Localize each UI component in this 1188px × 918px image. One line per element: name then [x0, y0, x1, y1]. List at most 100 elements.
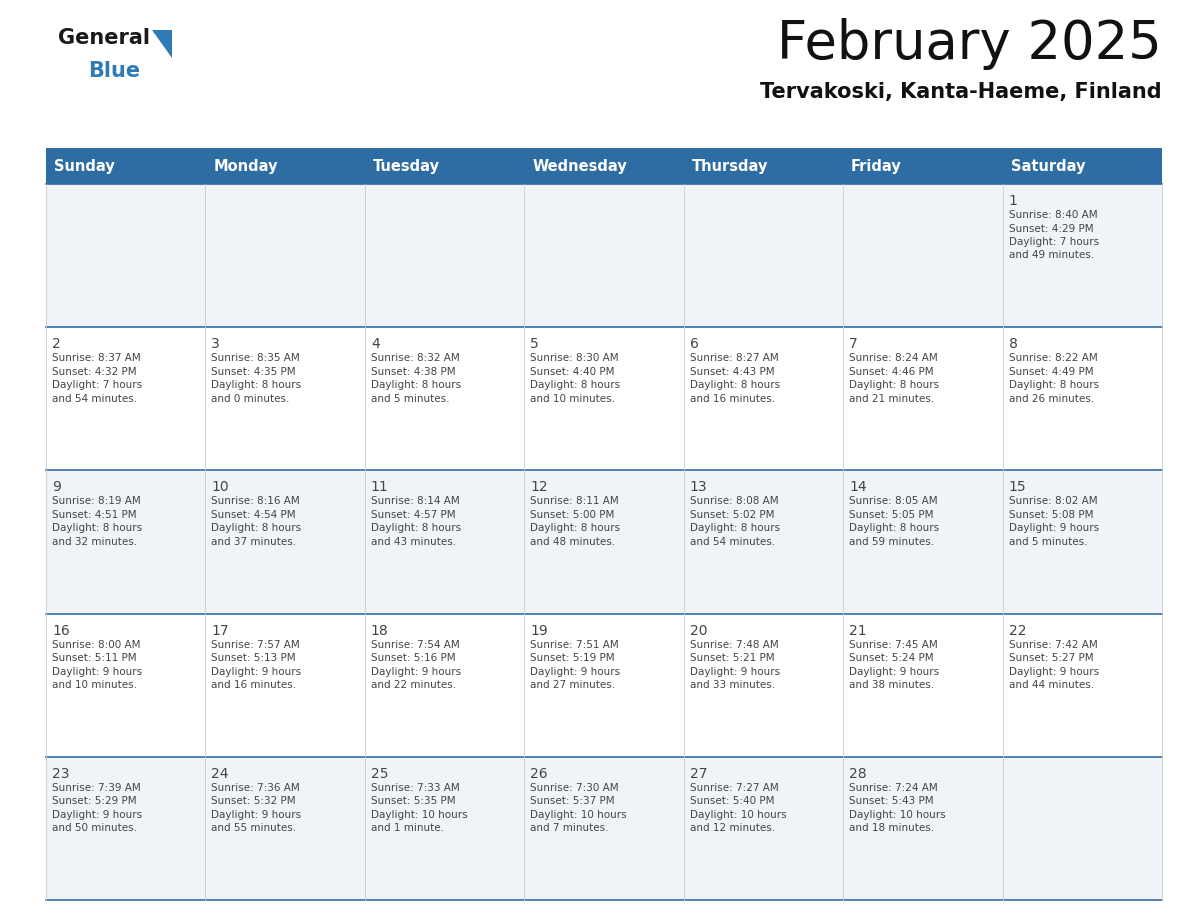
- Bar: [365, 148, 524, 184]
- Text: 6: 6: [690, 337, 699, 352]
- Text: 27: 27: [690, 767, 707, 781]
- Text: 20: 20: [690, 623, 707, 638]
- Text: Sunset: 5:43 PM: Sunset: 5:43 PM: [849, 796, 934, 806]
- Bar: [46, 327, 1162, 470]
- Text: 1: 1: [1009, 194, 1017, 208]
- Text: Sunrise: 8:37 AM: Sunrise: 8:37 AM: [52, 353, 140, 364]
- Text: Daylight: 9 hours: Daylight: 9 hours: [211, 666, 302, 677]
- Text: and 44 minutes.: and 44 minutes.: [1009, 680, 1094, 690]
- Text: Sunrise: 7:27 AM: Sunrise: 7:27 AM: [690, 783, 778, 793]
- Text: Daylight: 8 hours: Daylight: 8 hours: [690, 380, 779, 390]
- Text: Sunrise: 7:48 AM: Sunrise: 7:48 AM: [690, 640, 778, 650]
- Text: 3: 3: [211, 337, 220, 352]
- Text: Daylight: 9 hours: Daylight: 9 hours: [52, 810, 143, 820]
- Text: Sunset: 5:11 PM: Sunset: 5:11 PM: [52, 653, 137, 663]
- Text: Sunset: 5:21 PM: Sunset: 5:21 PM: [690, 653, 775, 663]
- Bar: [206, 148, 365, 184]
- Text: Blue: Blue: [88, 61, 140, 81]
- Text: Daylight: 8 hours: Daylight: 8 hours: [849, 523, 940, 533]
- Text: Daylight: 9 hours: Daylight: 9 hours: [211, 810, 302, 820]
- Text: and 49 minutes.: and 49 minutes.: [1009, 251, 1094, 261]
- Bar: [46, 756, 1162, 900]
- Text: Monday: Monday: [214, 159, 278, 174]
- Text: Sunrise: 8:11 AM: Sunrise: 8:11 AM: [530, 497, 619, 507]
- Text: Daylight: 9 hours: Daylight: 9 hours: [52, 666, 143, 677]
- Text: Sunset: 5:35 PM: Sunset: 5:35 PM: [371, 796, 455, 806]
- Text: Sunrise: 8:35 AM: Sunrise: 8:35 AM: [211, 353, 301, 364]
- Text: 18: 18: [371, 623, 388, 638]
- Text: Sunset: 4:29 PM: Sunset: 4:29 PM: [1009, 223, 1093, 233]
- Text: Sunrise: 8:02 AM: Sunrise: 8:02 AM: [1009, 497, 1098, 507]
- Text: Daylight: 7 hours: Daylight: 7 hours: [1009, 237, 1099, 247]
- Text: 21: 21: [849, 623, 867, 638]
- Text: 24: 24: [211, 767, 229, 781]
- Text: Wednesday: Wednesday: [532, 159, 627, 174]
- Text: and 5 minutes.: and 5 minutes.: [371, 394, 449, 404]
- Text: Daylight: 8 hours: Daylight: 8 hours: [371, 523, 461, 533]
- Text: 22: 22: [1009, 623, 1026, 638]
- Text: Sunrise: 8:27 AM: Sunrise: 8:27 AM: [690, 353, 778, 364]
- Text: Daylight: 9 hours: Daylight: 9 hours: [371, 666, 461, 677]
- Text: Daylight: 10 hours: Daylight: 10 hours: [849, 810, 946, 820]
- Text: 19: 19: [530, 623, 548, 638]
- Text: Sunset: 4:49 PM: Sunset: 4:49 PM: [1009, 366, 1093, 376]
- Text: and 55 minutes.: and 55 minutes.: [211, 823, 297, 834]
- Text: Sunrise: 8:32 AM: Sunrise: 8:32 AM: [371, 353, 460, 364]
- Text: Daylight: 10 hours: Daylight: 10 hours: [371, 810, 468, 820]
- Text: and 50 minutes.: and 50 minutes.: [52, 823, 137, 834]
- Text: Sunrise: 8:19 AM: Sunrise: 8:19 AM: [52, 497, 140, 507]
- Text: Sunset: 4:32 PM: Sunset: 4:32 PM: [52, 366, 137, 376]
- Text: and 43 minutes.: and 43 minutes.: [371, 537, 456, 547]
- Text: Daylight: 10 hours: Daylight: 10 hours: [690, 810, 786, 820]
- Text: Daylight: 8 hours: Daylight: 8 hours: [52, 523, 143, 533]
- Text: Sunset: 5:05 PM: Sunset: 5:05 PM: [849, 509, 934, 520]
- Text: Sunset: 4:43 PM: Sunset: 4:43 PM: [690, 366, 775, 376]
- Text: Daylight: 9 hours: Daylight: 9 hours: [849, 666, 940, 677]
- Text: Daylight: 8 hours: Daylight: 8 hours: [530, 523, 620, 533]
- Bar: [46, 613, 1162, 756]
- Text: Daylight: 8 hours: Daylight: 8 hours: [371, 380, 461, 390]
- Text: Sunset: 4:57 PM: Sunset: 4:57 PM: [371, 509, 455, 520]
- Text: 26: 26: [530, 767, 548, 781]
- Text: Sunset: 5:16 PM: Sunset: 5:16 PM: [371, 653, 455, 663]
- Bar: [46, 184, 1162, 327]
- Text: and 12 minutes.: and 12 minutes.: [690, 823, 775, 834]
- Text: 14: 14: [849, 480, 867, 495]
- Text: 28: 28: [849, 767, 867, 781]
- Text: Sunrise: 8:08 AM: Sunrise: 8:08 AM: [690, 497, 778, 507]
- Bar: [46, 148, 206, 184]
- Text: and 16 minutes.: and 16 minutes.: [211, 680, 297, 690]
- Text: Sunset: 5:40 PM: Sunset: 5:40 PM: [690, 796, 775, 806]
- Text: Sunset: 5:13 PM: Sunset: 5:13 PM: [211, 653, 296, 663]
- Text: 16: 16: [52, 623, 70, 638]
- Text: and 38 minutes.: and 38 minutes.: [849, 680, 934, 690]
- Text: and 32 minutes.: and 32 minutes.: [52, 537, 137, 547]
- Text: Sunrise: 8:14 AM: Sunrise: 8:14 AM: [371, 497, 460, 507]
- Text: Daylight: 7 hours: Daylight: 7 hours: [52, 380, 143, 390]
- Text: Sunset: 5:32 PM: Sunset: 5:32 PM: [211, 796, 296, 806]
- Text: Daylight: 8 hours: Daylight: 8 hours: [530, 380, 620, 390]
- Text: Sunset: 5:02 PM: Sunset: 5:02 PM: [690, 509, 775, 520]
- Text: Daylight: 8 hours: Daylight: 8 hours: [211, 523, 302, 533]
- Text: and 27 minutes.: and 27 minutes.: [530, 680, 615, 690]
- Text: 2: 2: [52, 337, 61, 352]
- Text: 5: 5: [530, 337, 539, 352]
- Text: Sunset: 4:38 PM: Sunset: 4:38 PM: [371, 366, 455, 376]
- Text: 12: 12: [530, 480, 548, 495]
- Text: Sunset: 5:37 PM: Sunset: 5:37 PM: [530, 796, 615, 806]
- Text: and 48 minutes.: and 48 minutes.: [530, 537, 615, 547]
- Text: and 1 minute.: and 1 minute.: [371, 823, 444, 834]
- Text: Daylight: 8 hours: Daylight: 8 hours: [690, 523, 779, 533]
- Text: and 7 minutes.: and 7 minutes.: [530, 823, 608, 834]
- Text: Sunrise: 8:16 AM: Sunrise: 8:16 AM: [211, 497, 301, 507]
- Text: Sunday: Sunday: [53, 159, 115, 174]
- Bar: [843, 148, 1003, 184]
- Text: and 18 minutes.: and 18 minutes.: [849, 823, 934, 834]
- Text: Friday: Friday: [851, 159, 902, 174]
- Text: 7: 7: [849, 337, 858, 352]
- Text: and 5 minutes.: and 5 minutes.: [1009, 537, 1087, 547]
- Text: and 37 minutes.: and 37 minutes.: [211, 537, 297, 547]
- Text: Tuesday: Tuesday: [373, 159, 440, 174]
- Text: and 10 minutes.: and 10 minutes.: [530, 394, 615, 404]
- Text: Sunset: 4:40 PM: Sunset: 4:40 PM: [530, 366, 614, 376]
